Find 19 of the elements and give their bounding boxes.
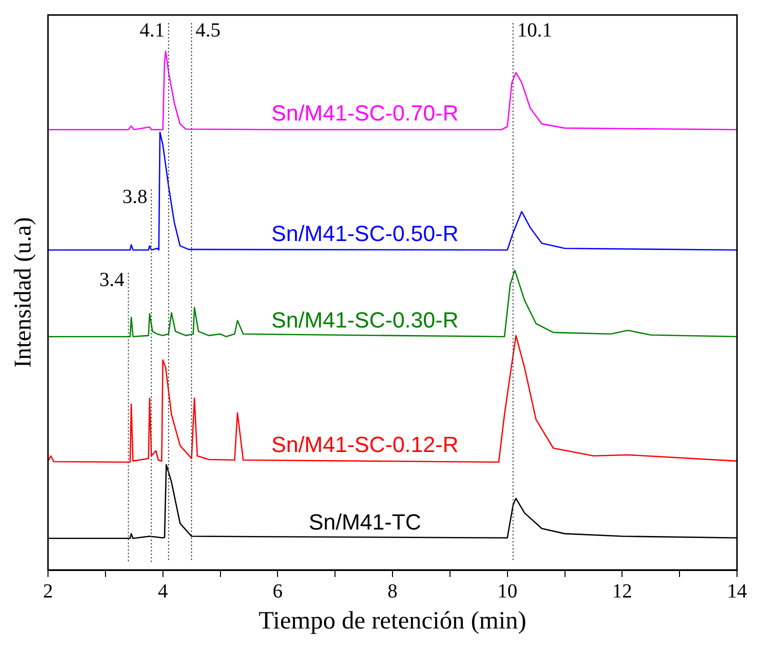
series-label: Sn/M41-SC-0.12-R [271, 432, 458, 458]
x-tick-label: 6 [272, 580, 283, 602]
ref-line-label: 4.1 [140, 19, 165, 42]
ref-line-label: 3.8 [122, 186, 148, 208]
series-label: Sn/M41-SC-0.70-R [271, 100, 458, 126]
x-tick-label: 8 [388, 580, 398, 602]
x-tick-label: 14 [727, 580, 747, 602]
ref-line-label: 10.1 [517, 19, 552, 42]
x-tick-label: 2 [43, 580, 53, 602]
x-tick-label: 4 [158, 580, 168, 602]
y-axis-title: Intensidad (u.a) [10, 217, 36, 368]
series-label: Sn/M41-SC-0.30-R [271, 308, 458, 333]
x-tick-label: 10 [497, 580, 518, 602]
x-axis-title: Tiempo de retención (min) [258, 608, 526, 635]
ref-line-label: 3.4 [99, 269, 124, 291]
x-tick-label: 12 [612, 580, 632, 602]
series-label: Sn/M41-SC-0.50-R [271, 221, 458, 246]
series-label: Sn/M41-TC [308, 509, 422, 534]
ref-line-label: 4.5 [196, 19, 221, 42]
